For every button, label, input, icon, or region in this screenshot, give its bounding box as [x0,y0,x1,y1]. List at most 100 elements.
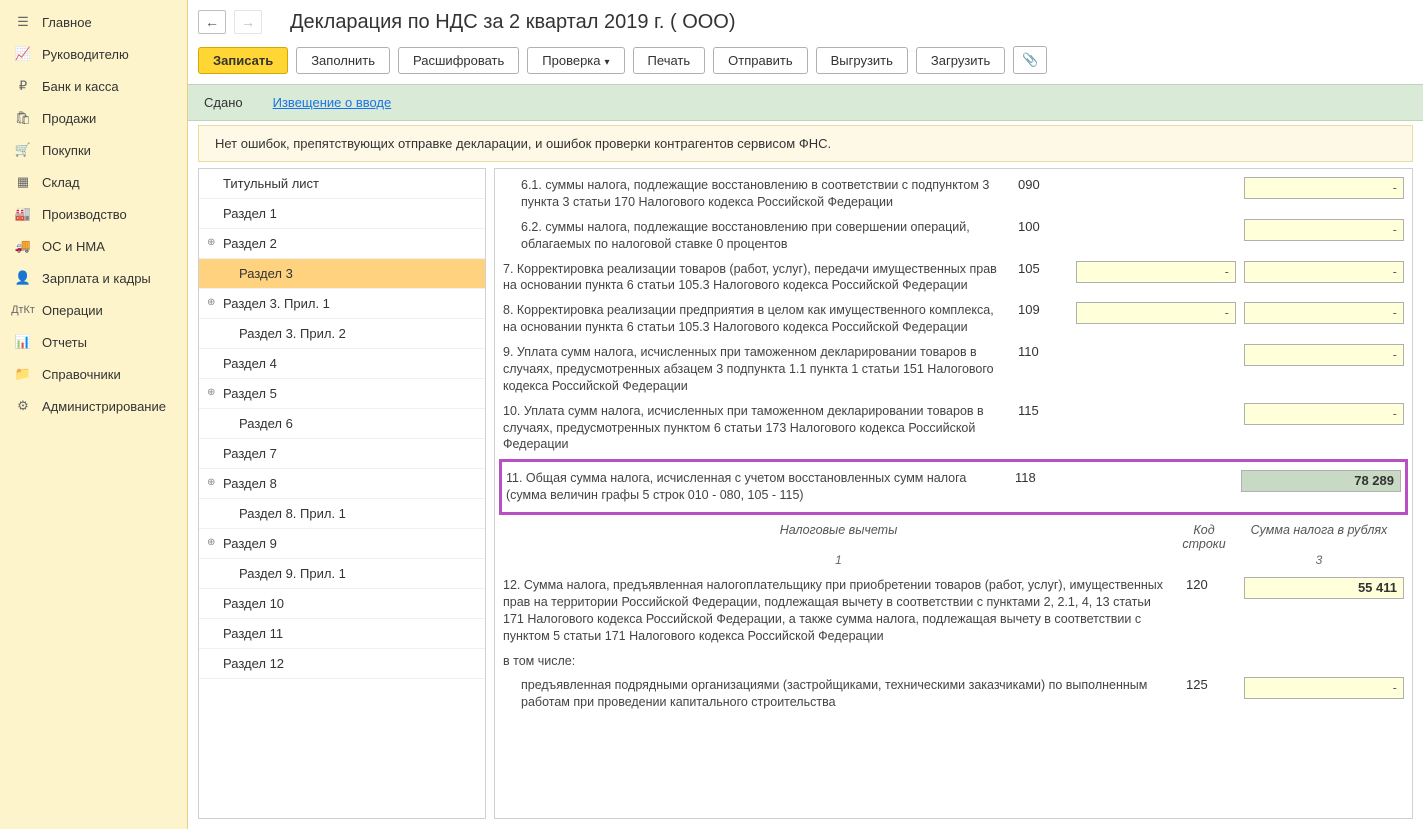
attach-button[interactable]: 📎 [1013,46,1047,74]
topbar: ← → Декларация по НДС за 2 квартал 2019 … [188,0,1423,40]
fill-button[interactable]: Заполнить [296,47,390,74]
chevron-down-icon: ▾ [605,57,610,68]
status-link[interactable]: Извещение о вводе [273,95,392,110]
send-button[interactable]: Отправить [713,47,807,74]
bars-icon: 📊 [14,334,32,350]
sidebar-item-ops[interactable]: ДтКтОперации [0,294,187,326]
tree-item[interactable]: Раздел 6 [199,409,485,439]
row-label: 10. Уплата сумм налога, исчисленных при … [503,403,1010,454]
row-label: 8. Корректировка реализации предприятия … [503,302,1010,336]
row-input-2[interactable] [1244,219,1404,241]
tree-item-label: Титульный лист [223,176,319,191]
import-button[interactable]: Загрузить [916,47,1005,74]
expand-icon[interactable]: ⊕ [207,537,219,549]
row-input-1[interactable] [1076,302,1236,324]
factory-icon: 🏭 [14,206,32,222]
export-button[interactable]: Выгрузить [816,47,908,74]
print-button[interactable]: Печать [633,47,706,74]
toolbar: Записать Заполнить Расшифровать Проверка… [188,40,1423,84]
sidebar-item-sales[interactable]: 🛍Продажи [0,102,187,134]
ruble-icon: ₽ [14,78,32,94]
sub-header: Налоговые вычеты Код строки Сумма налога… [503,517,1404,553]
row-label: 12. Сумма налога, предъявленная налогопл… [503,577,1178,645]
sidebar-item-refs[interactable]: 📁Справочники [0,358,187,390]
status-bar: Сдано Извещение о вводе [188,84,1423,121]
folder-icon: 📁 [14,366,32,382]
row-code: 118 [1015,470,1065,485]
sidebar-item-bank[interactable]: ₽Банк и касса [0,70,187,102]
tree-item[interactable]: ⊕ Раздел 9 [199,529,485,559]
col-nums: 1 3 [503,553,1404,573]
tree-item-label: Раздел 8 [223,476,277,491]
tree-item[interactable]: ⊕Раздел 5 [199,379,485,409]
row-label: предъявленная подрядными организациями (… [503,677,1178,711]
expand-icon[interactable]: ⊕ [207,387,219,399]
sidebar-item-assets[interactable]: 🚚ОС и НМА [0,230,187,262]
row-value[interactable]: 78 289 [1241,470,1401,492]
tree-item[interactable]: Раздел 8. Прил. 1 [199,499,485,529]
form-row-125: предъявленная подрядными организациями (… [503,673,1404,715]
tree-item[interactable]: Раздел 10 [199,589,485,619]
including-label: в том числе: [503,649,1404,674]
row-label: 6.1. суммы налога, подлежащие восстановл… [503,177,1010,211]
tree-item[interactable]: Раздел 11 [199,619,485,649]
tree-item[interactable]: Раздел 9. Прил. 1 [199,559,485,589]
tree-item[interactable]: ⊕ Раздел 8 [199,469,485,499]
expand-icon[interactable]: ⊕ [207,477,219,489]
row-code: 109 [1018,302,1068,317]
decode-button[interactable]: Расшифровать [398,47,519,74]
row-input-2[interactable] [1244,302,1404,324]
row-input-2[interactable] [1244,177,1404,199]
section-tree: Титульный листРаздел 1⊕Раздел 2Раздел 3⊕… [198,168,486,819]
tree-item[interactable]: Раздел 3. Прил. 2 [199,319,485,349]
sidebar-item-manager[interactable]: 📈Руководителю [0,38,187,70]
sidebar-item-admin[interactable]: ⚙Администрирование [0,390,187,422]
row-label: 7. Корректировка реализации товаров (раб… [503,261,1010,295]
tree-item-label: Раздел 9. Прил. 1 [239,566,346,581]
menu-icon: ☰ [14,14,32,30]
tree-item-label: Раздел 3. Прил. 2 [239,326,346,341]
tree-item[interactable]: ⊕ Раздел 3. Прил. 1 [199,289,485,319]
sidebar-item-hr[interactable]: 👤Зарплата и кадры [0,262,187,294]
tree-item[interactable]: ⊕Раздел 2 [199,229,485,259]
row-value[interactable]: 55 411 [1244,577,1404,599]
form-row: 7. Корректировка реализации товаров (раб… [503,257,1404,299]
tree-item[interactable]: Раздел 3 [199,259,485,289]
row-input-1[interactable] [1076,261,1236,283]
form-row: 8. Корректировка реализации предприятия … [503,298,1404,340]
row-input-2[interactable] [1244,403,1404,425]
row-code: 110 [1018,344,1068,359]
write-button[interactable]: Записать [198,47,288,74]
row-input-2[interactable] [1244,261,1404,283]
form-row: 9. Уплата сумм налога, исчисленных при т… [503,340,1404,399]
sidebar-item-production[interactable]: 🏭Производство [0,198,187,230]
tree-item[interactable]: Раздел 4 [199,349,485,379]
tree-item[interactable]: Раздел 7 [199,439,485,469]
tree-item-label: Раздел 4 [223,356,277,371]
row-label: 6.2. суммы налога, подлежащие восстановл… [503,219,1010,253]
main-sidebar: ☰Главное 📈Руководителю ₽Банк и касса 🛍Пр… [0,0,188,829]
sidebar-item-warehouse[interactable]: ▦Склад [0,166,187,198]
tree-item[interactable]: Раздел 1 [199,199,485,229]
nav-forward-button[interactable]: → [234,10,262,34]
expand-icon[interactable]: ⊕ [207,297,219,309]
sidebar-item-main[interactable]: ☰Главное [0,6,187,38]
row-code: 105 [1018,261,1068,276]
tree-item-label: Раздел 9 [223,536,277,551]
row-value[interactable] [1244,677,1404,699]
row-code: 100 [1018,219,1068,234]
tree-item-label: Раздел 3. Прил. 1 [223,296,330,311]
form-panel: 6.1. суммы налога, подлежащие восстановл… [494,168,1413,819]
check-button[interactable]: Проверка▾ [527,47,624,74]
tree-item-label: Раздел 8. Прил. 1 [239,506,346,521]
sidebar-item-reports[interactable]: 📊Отчеты [0,326,187,358]
row-input-2[interactable] [1244,344,1404,366]
person-icon: 👤 [14,270,32,286]
tree-item[interactable]: Титульный лист [199,169,485,199]
tree-item-label: Раздел 12 [223,656,284,671]
expand-icon[interactable]: ⊕ [207,237,219,249]
tree-item[interactable]: Раздел 12 [199,649,485,679]
cart-icon: 🛒 [14,142,32,158]
nav-back-button[interactable]: ← [198,10,226,34]
sidebar-item-purchases[interactable]: 🛒Покупки [0,134,187,166]
